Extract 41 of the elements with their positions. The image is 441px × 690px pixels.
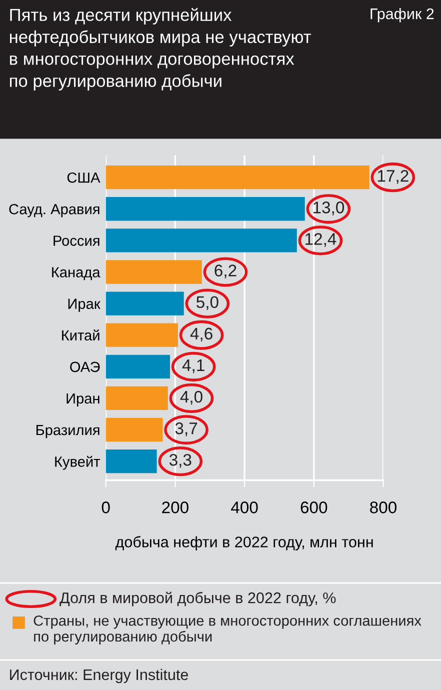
chart-title: Пять из десяти крупнейших нефтедобытчиков мира не участвуют в многосторонних договоренностях по регулированию добычи [10,8,312,90]
bar [106,197,305,221]
annotation: 4,6 [190,328,212,342]
x-tick-label: 400 [231,502,258,514]
bar [106,166,370,190]
legend-title: Доля в мировой добыче в 2022 году, % [60,592,336,606]
bar [106,354,170,378]
bar [106,449,157,474]
y-tick-label: Канада [52,267,100,280]
y-tick-label: Китай [62,330,100,341]
annotation: 3,3 [169,454,192,468]
x-axis-title: добыча нефти в 2022 году, млн тонн [115,536,373,550]
bar [106,323,178,347]
annotation: 13,0 [314,202,344,216]
x-tick-label: 0 [102,502,110,514]
y-tick-label: Россия [54,236,100,246]
annotation: 17,2 [378,170,408,184]
y-tick-label: Кувейт [55,456,100,470]
text: Источник: Energy Institute [10,668,188,684]
annotation: 3,7 [175,422,198,436]
annotation: 5,0 [196,296,218,310]
y-tick-label: Иран [66,393,100,407]
bar [106,386,168,410]
bar [106,292,184,316]
annotation: 4,1 [182,359,204,374]
x-tick-label: 600 [300,502,328,514]
chart-subtitle: График 2 [370,8,434,22]
bar [106,228,297,252]
y-tick-label: США [67,172,100,183]
y-tick-label: ОАЭ [70,362,100,372]
y-tick-label: Ирак [68,298,100,312]
legend-label: Страны, не участвующие в многосторонних соглашениях по регулированию добычи [34,615,422,645]
bar [106,260,202,284]
y-tick-label: Сауд. Аравия [9,204,100,218]
annotation: 12,4 [306,233,336,247]
annotation: 6,2 [214,264,236,278]
x-tick-label: 800 [370,502,396,514]
x-tick-label: 200 [162,502,188,514]
annotation: 4,0 [180,390,202,405]
bar [106,418,163,442]
y-tick-label: Бразилия [36,425,100,438]
